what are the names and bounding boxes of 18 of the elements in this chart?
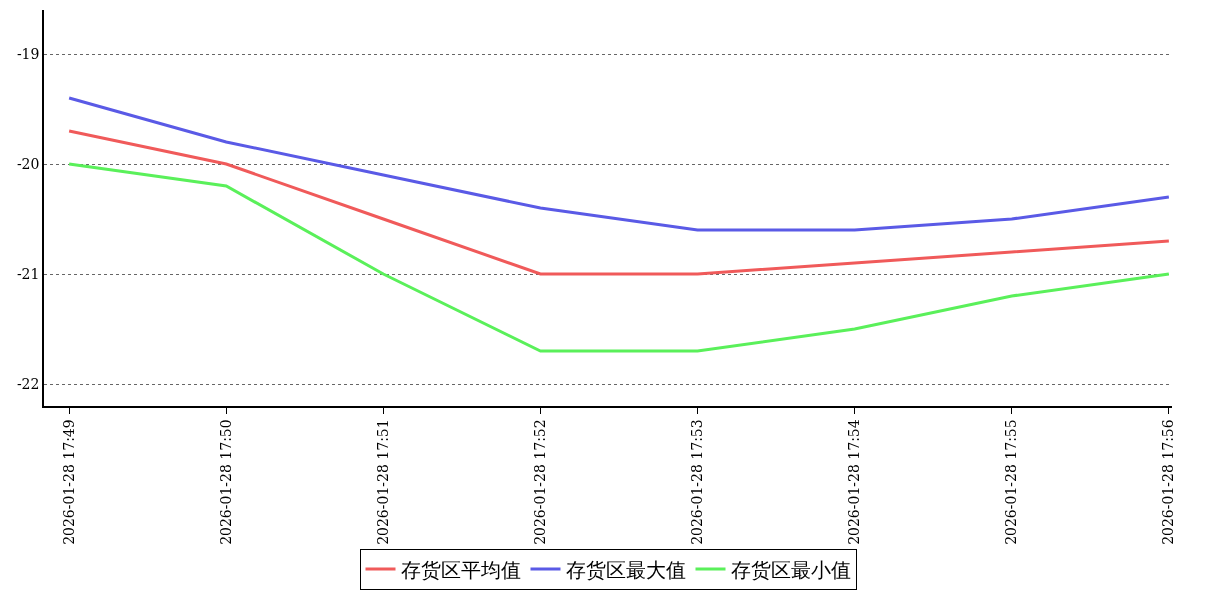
legend-label: 存货区最大值: [565, 557, 686, 582]
y-tick-label: -21: [16, 265, 40, 282]
x-tick-label: 2026-01-28 17:53: [689, 419, 706, 545]
x-tick-label: 2026-01-28 17:55: [1003, 419, 1020, 545]
x-tick-label: 2026-01-28 17:54: [846, 419, 863, 545]
x-tick-label: 2026-01-28 17:56: [1160, 419, 1177, 545]
y-tick-label: -19: [16, 45, 40, 62]
legend-label: 存货区最小值: [730, 557, 851, 582]
line-series: [67, 129, 1171, 276]
y-tick-label: -20: [16, 155, 40, 172]
x-tick-label: 2026-01-28 17:50: [217, 419, 234, 545]
line-series: [67, 96, 1171, 232]
legend-label: 存货区平均值: [400, 557, 521, 582]
line-series: [67, 162, 1171, 353]
x-tick-label: 2026-01-28 17:52: [532, 419, 548, 545]
y-tick-label: -22: [16, 375, 40, 392]
x-tick-label: 2026-01-28 17:51: [374, 419, 391, 545]
x-tick-label: 2026-01-28 17:49: [60, 419, 77, 545]
